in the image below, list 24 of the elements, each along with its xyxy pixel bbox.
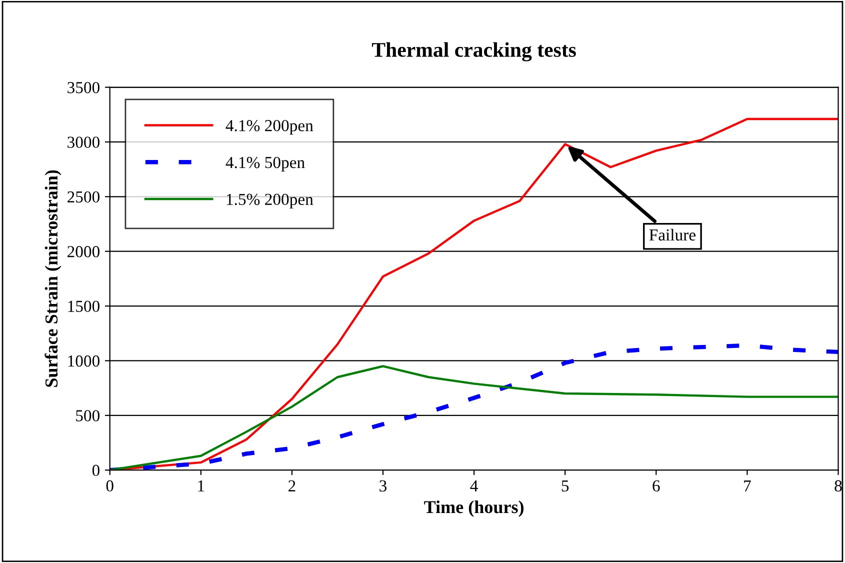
chart-title: Thermal cracking tests bbox=[372, 42, 576, 62]
y-tick-label: 0 bbox=[92, 464, 100, 476]
legend-label: 4.1% 50pen bbox=[226, 156, 305, 172]
legend-label: 1.5% 200pen bbox=[226, 194, 314, 208]
x-tick-label: 5 bbox=[562, 480, 569, 492]
y-tick-label: 3500 bbox=[68, 82, 100, 94]
y-tick-label: 1000 bbox=[68, 355, 100, 367]
y-tick-label: 500 bbox=[76, 410, 100, 422]
x-tick-label: 4 bbox=[470, 480, 478, 492]
y-tick-label: 3000 bbox=[68, 136, 100, 148]
x-tick-label: 1 bbox=[198, 480, 204, 492]
x-tick-label: 7 bbox=[744, 480, 751, 492]
x-tick-label: 8 bbox=[834, 480, 842, 492]
y-tick-label: 2500 bbox=[68, 191, 100, 203]
y-tick-label: 2000 bbox=[68, 246, 100, 258]
legend-label: 4.1% 200pen bbox=[226, 120, 314, 135]
y-axis-title: Surface Strain (microstrain) bbox=[44, 170, 62, 387]
x-axis-title: Time (hours) bbox=[424, 500, 524, 517]
annotation: Failure bbox=[649, 228, 696, 241]
x-tick-label: 2 bbox=[288, 480, 296, 492]
x-tick-label: 3 bbox=[380, 480, 387, 492]
x-tick-label: 0 bbox=[106, 480, 114, 492]
x-tick-label: 6 bbox=[652, 480, 660, 492]
y-tick-label: 1500 bbox=[68, 300, 100, 312]
